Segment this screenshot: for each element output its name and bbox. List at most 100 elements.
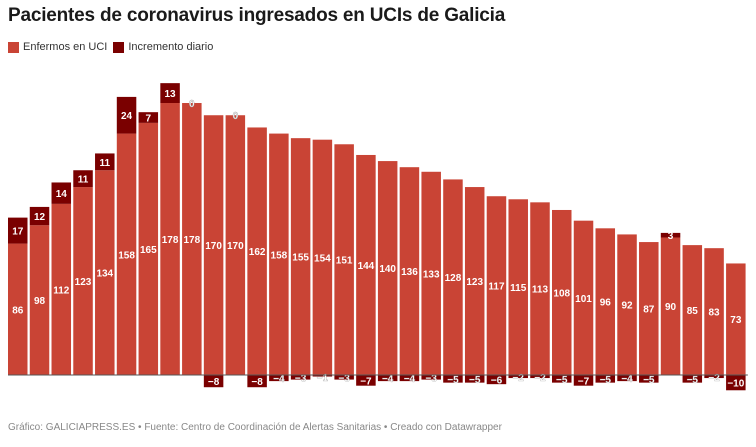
bar-base-label: 86 — [12, 305, 24, 316]
bar-base — [486, 196, 507, 375]
bar-increment-label: −8 — [208, 377, 220, 388]
bar-increment — [377, 375, 398, 382]
bar-increment-label: −5 — [447, 375, 459, 386]
bar-increment-label: −1 — [317, 373, 329, 384]
bar-base-label: 85 — [687, 306, 699, 317]
bar-base-label: 117 — [488, 282, 505, 293]
bar-chart: 86 17 98 12 112 14 123 11 134 11 158 24 165 7 178 13 178… — [8, 83, 748, 391]
bar-base-label: 92 — [621, 301, 633, 312]
bar-base-label: 112 — [53, 285, 70, 296]
bar-base — [8, 243, 28, 375]
footer-credits: Gráfico: GALICIAPRESS.ES • Fuente: Centr… — [8, 422, 502, 433]
bar-increment — [399, 375, 420, 382]
bar-increment — [639, 375, 659, 383]
bar-base-label: 83 — [709, 308, 721, 319]
bar-increment — [726, 375, 746, 391]
bar-increment-label: −5 — [643, 375, 655, 386]
bar-increment — [312, 375, 333, 377]
bar-increment — [486, 375, 507, 385]
bar-increment — [51, 182, 72, 204]
bar-increment — [530, 375, 550, 379]
bar-base — [160, 103, 180, 376]
bar-base — [182, 103, 202, 376]
bar-increment — [203, 375, 224, 388]
legend-item-increment: Incremento diario — [113, 41, 213, 53]
bar-base — [552, 209, 572, 375]
bar-increment-label: −2 — [513, 373, 525, 384]
bar-increment — [682, 375, 703, 383]
bar-increment — [552, 375, 572, 383]
bar-base-label: 87 — [643, 305, 655, 316]
bar-increment — [269, 375, 289, 382]
bar-increment-label: −4 — [382, 374, 394, 385]
bar-increment-label: −6 — [491, 376, 503, 387]
bar-base-label: 140 — [379, 264, 396, 275]
legend-swatch-increment — [113, 41, 125, 53]
bar-increment — [95, 153, 115, 171]
bar-increment — [704, 375, 724, 379]
bar-increment-label: 11 — [78, 175, 89, 186]
bar-increment — [595, 375, 616, 383]
bar-increment-label: −5 — [600, 375, 612, 386]
bar-increment — [8, 217, 28, 244]
bar-base — [399, 167, 420, 375]
bar-increment-label: 14 — [56, 189, 68, 200]
bar-base — [73, 187, 93, 375]
bar-base-label: 134 — [96, 269, 113, 280]
bar-increment — [617, 375, 637, 382]
bar-base-label: 178 — [162, 235, 179, 246]
bar-increment — [29, 206, 50, 226]
bar-base-label: 73 — [730, 315, 742, 326]
bar-increment — [356, 375, 376, 386]
bar-base — [530, 202, 550, 375]
bar-base-label: 108 — [553, 288, 570, 299]
bar-base — [312, 139, 333, 375]
bar-increment-label: 13 — [165, 89, 177, 100]
bar-increment-label: −2 — [534, 373, 546, 384]
bar-increment — [464, 375, 485, 383]
bar-increment — [73, 170, 93, 188]
bar-base — [726, 263, 746, 375]
bar-increment-label: −4 — [404, 374, 416, 385]
bar-increment — [334, 375, 354, 380]
bar-base — [29, 225, 50, 375]
bar-increment — [116, 96, 137, 134]
bar-base — [225, 115, 246, 376]
bar-increment-label: 17 — [12, 227, 24, 238]
bar-base-label: 162 — [249, 247, 266, 258]
bar-base — [95, 170, 115, 375]
legend-label-base: Enfermos en UCI — [23, 41, 108, 53]
bar-increment-label: −4 — [273, 374, 285, 385]
bar-base-label: 96 — [600, 298, 612, 309]
bar-base-label: 123 — [466, 277, 483, 288]
bar-increment-label: −3 — [295, 373, 307, 384]
bar-base-label: 155 — [292, 253, 309, 264]
bar-base — [138, 122, 159, 375]
bar-increment-label: −2 — [708, 373, 720, 384]
bar-increment-label: 0 — [233, 111, 239, 122]
bar-base — [573, 220, 594, 375]
bar-base-label: 158 — [118, 250, 135, 261]
bar-increment — [290, 375, 311, 380]
bar-increment-label: −3 — [425, 373, 437, 384]
bar-base-label: 136 — [401, 267, 418, 278]
bar-base — [269, 133, 289, 375]
legend-swatch-base — [8, 41, 19, 53]
bar-increment — [443, 375, 463, 383]
chart-title: Pacientes de coronavirus ingresados en U… — [8, 5, 506, 26]
bar-base — [334, 144, 354, 375]
bar-increment-label: 12 — [34, 212, 46, 223]
legend-item-base: Enfermos en UCI — [8, 41, 107, 53]
bar-base — [116, 133, 137, 375]
bar-base-label: 178 — [183, 235, 200, 246]
bar-base — [704, 248, 724, 375]
bar-base — [51, 203, 72, 375]
bar-base — [356, 154, 376, 375]
bar-increment-label: 3 — [668, 231, 674, 242]
bar-base — [464, 187, 485, 375]
bar-increment-label: −7 — [578, 376, 590, 387]
legend: Enfermos en UCI Incremento diario — [8, 41, 219, 53]
bar-base-label: 113 — [532, 285, 549, 296]
bar-base-label: 90 — [665, 302, 677, 313]
bar-base — [682, 245, 703, 375]
